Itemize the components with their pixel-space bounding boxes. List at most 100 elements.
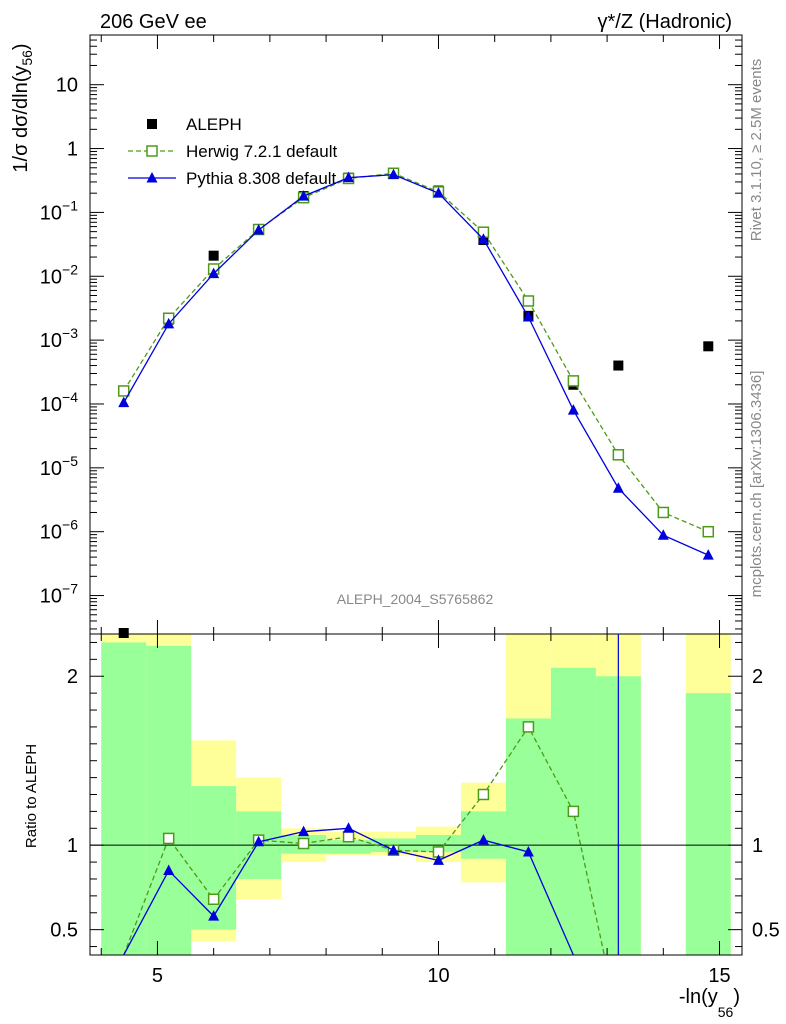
- y-tick-exponent: −5: [62, 453, 78, 469]
- header-right: γ*/Z (Hadronic): [598, 11, 732, 33]
- y-tick-base: 10: [56, 75, 78, 97]
- series-line-2: [123, 174, 709, 556]
- ratio-point: [522, 721, 535, 733]
- y-tick-label: 10−1: [40, 197, 78, 224]
- legend: ALEPH Herwig 7.2.1 default Pythia 8.308 de…: [128, 115, 337, 188]
- y-tick-label: 10−4: [40, 389, 78, 416]
- green-band-bin: [146, 645, 192, 955]
- ratio-point: [253, 835, 265, 847]
- y-tick-label: 1: [67, 139, 78, 161]
- y-tick-base: 10: [40, 266, 62, 288]
- y-tick-label: 10−6: [40, 517, 78, 544]
- ratio-y-tick-label-right: 2: [752, 666, 763, 688]
- ratio-bands: [101, 634, 731, 955]
- ylabel-close: ): [10, 43, 32, 50]
- rivet-label: Rivet 3.1.10, ≥ 2.5M events: [748, 59, 765, 242]
- legend-marker: [146, 145, 158, 157]
- y-tick-base: 10: [40, 330, 62, 352]
- data-point: [477, 233, 489, 244]
- y-tick-exponent: −4: [62, 389, 78, 405]
- legend-label: Herwig 7.2.1 default: [186, 142, 337, 161]
- data-point: [613, 360, 624, 371]
- y-tick-base: 10: [40, 458, 62, 480]
- y-tick-exponent: −6: [62, 517, 78, 533]
- ratio-point: [163, 864, 175, 876]
- green-band-bin: [416, 835, 461, 852]
- ratio-point: [477, 788, 490, 801]
- legend-label: Pythia 8.308 default: [186, 169, 337, 188]
- green-band-bin: [326, 840, 372, 854]
- ratio-y-tick-label: 1: [67, 835, 78, 857]
- ratio-point: [298, 825, 310, 837]
- data-point: [117, 385, 130, 397]
- watermark: ALEPH_2004_S5765862: [337, 591, 494, 607]
- data-point: [388, 168, 400, 180]
- ratio-y-axis-label: Ratio to ALEPH: [23, 744, 40, 848]
- ratio-point: [567, 805, 580, 818]
- data-point: [702, 549, 714, 560]
- data-point: [612, 482, 624, 493]
- legend-label: ALEPH: [186, 115, 242, 134]
- y-tick-exponent: −2: [62, 261, 78, 277]
- ylabel-sub: 56: [19, 50, 35, 66]
- header-left: 206 GeV ee: [100, 11, 207, 33]
- green-band-bin: [505, 718, 551, 955]
- data-point: [432, 187, 444, 198]
- data-point: [657, 529, 669, 540]
- y-tick-base: 10: [40, 586, 62, 608]
- data-point: [163, 317, 175, 329]
- y-tick-base: 1: [67, 139, 78, 161]
- y-tick-base: 10: [40, 522, 62, 544]
- xlabel-sub: 56: [718, 1004, 734, 1020]
- data-point: [567, 404, 579, 415]
- x-tick-label: 5: [152, 965, 163, 987]
- legend-marker: [146, 172, 158, 183]
- y-tick-exponent: −3: [62, 325, 78, 341]
- data-point: [208, 250, 219, 261]
- data-point: [343, 171, 355, 183]
- y-tick-label: 10: [56, 75, 78, 97]
- y-tick-label: 10−5: [40, 453, 78, 480]
- mcplots-label: mcplots.cern.ch [arXiv:1306.3436]: [748, 371, 765, 598]
- xlabel-main: -ln(y: [679, 986, 718, 1008]
- ratio-line-0: [123, 725, 605, 956]
- ratio-panel-frame: 5 10 15 0.5 0.5 1 1 2 2: [50, 633, 780, 987]
- data-point: [612, 449, 625, 461]
- ratio-point: [162, 832, 175, 845]
- data-point: [118, 396, 130, 408]
- y-tick-base: 10: [40, 394, 62, 416]
- ratio-y-tick-label: 0.5: [50, 920, 78, 942]
- xlabel-close: ): [733, 986, 740, 1008]
- data-point: [253, 224, 265, 235]
- ratio-point: [343, 822, 355, 833]
- ratio-point: [477, 834, 489, 845]
- ratio-y-tick-label-right: 0.5: [752, 920, 780, 942]
- x-tick-label: 10: [427, 965, 449, 987]
- green-band-bin: [685, 693, 731, 955]
- data-point: [702, 525, 715, 538]
- ratio-point: [432, 854, 444, 865]
- y-tick-label: 10−3: [40, 325, 78, 352]
- svg-text:1/σ dσ/dln(y56): 1/σ dσ/dln(y56): [10, 43, 35, 172]
- ratio-point: [208, 910, 220, 921]
- data-point: [657, 506, 670, 519]
- y-tick-label: 10−2: [40, 261, 78, 288]
- data-point: [208, 267, 220, 279]
- legend-marker: [147, 119, 157, 129]
- green-band-bin: [101, 642, 147, 955]
- green-band-bin: [191, 786, 237, 930]
- top-y-axis-label: 1/σ dσ/dln(y56): [10, 43, 35, 172]
- y-tick-exponent: −1: [62, 197, 78, 213]
- data-point: [567, 375, 580, 387]
- data-point: [298, 190, 310, 201]
- data-point: [703, 341, 714, 352]
- y-tick-exponent: −7: [62, 581, 78, 597]
- ratio-point: [388, 844, 400, 855]
- ratio-y-tick-label: 2: [67, 666, 78, 688]
- data-point: [522, 295, 535, 307]
- y-tick-label: 10−7: [40, 581, 78, 608]
- ylabel-main: 1/σ dσ/dln(y: [10, 66, 32, 173]
- y-tick-base: 10: [40, 202, 62, 224]
